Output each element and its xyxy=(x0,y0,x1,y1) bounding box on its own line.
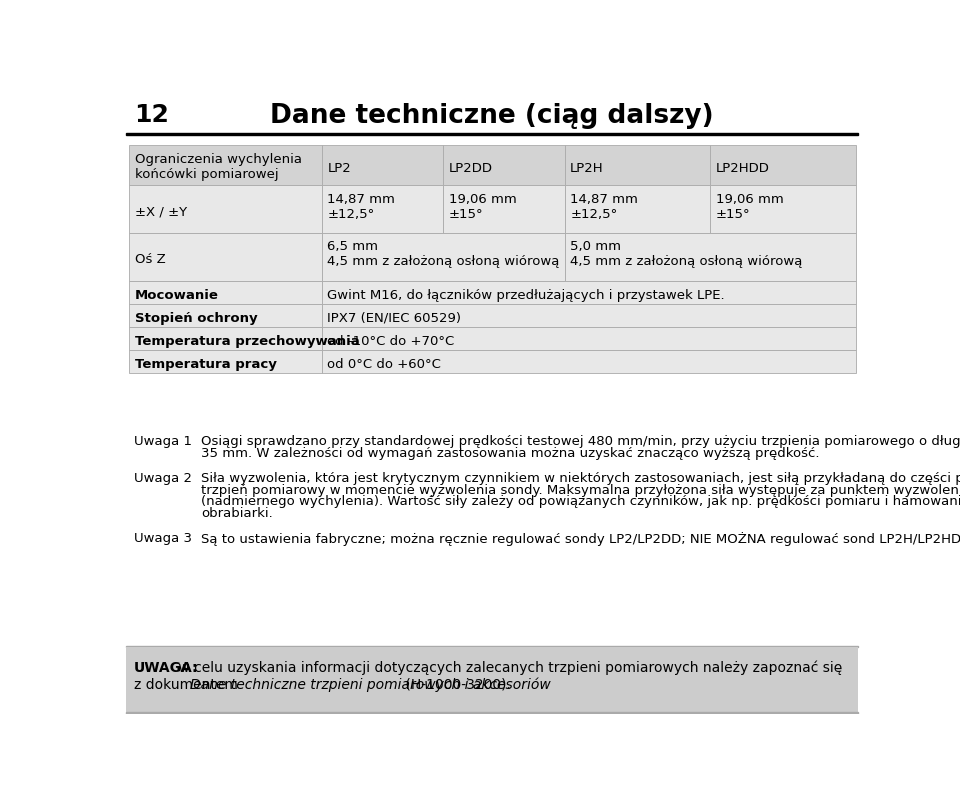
Text: IPX7 (EN/IEC 60529): IPX7 (EN/IEC 60529) xyxy=(327,311,462,325)
Text: Temperatura pracy: Temperatura pracy xyxy=(134,358,276,371)
Text: w celu uzyskania informacji dotyczących zalecanych trzpieni pomiarowych należy z: w celu uzyskania informacji dotyczących … xyxy=(175,660,843,674)
Text: UWAGA:: UWAGA: xyxy=(134,660,199,674)
Bar xyxy=(322,350,856,374)
Text: 35 mm. W zależności od wymagań zastosowania można uzyskać znacząco wyższą prędko: 35 mm. W zależności od wymagań zastosowa… xyxy=(202,446,820,459)
Text: Mocowanie: Mocowanie xyxy=(134,289,219,302)
Text: Uwaga 2: Uwaga 2 xyxy=(134,472,192,484)
Text: od -10°C do +70°C: od -10°C do +70°C xyxy=(327,334,455,347)
Bar xyxy=(130,328,322,350)
Text: Gwint M16, do łączników przedłużających i przystawek LPE.: Gwint M16, do łączników przedłużających … xyxy=(327,289,725,302)
Text: Osiągi sprawdzano przy standardowej prędkości testowej 480 mm/min, przy użyciu t: Osiągi sprawdzano przy standardowej pręd… xyxy=(202,435,960,448)
Text: obrabiarki.: obrabiarki. xyxy=(202,506,274,519)
Bar xyxy=(564,186,710,234)
Bar xyxy=(322,282,856,305)
Bar xyxy=(130,350,322,374)
Bar xyxy=(444,146,564,186)
Bar xyxy=(564,146,710,186)
Text: 5,0 mm
4,5 mm z założoną osłoną wiórową: 5,0 mm 4,5 mm z założoną osłoną wiórową xyxy=(570,240,803,268)
Bar xyxy=(444,186,564,234)
Text: 14,87 mm
±12,5°: 14,87 mm ±12,5° xyxy=(570,192,638,221)
Text: Stopień ochrony: Stopień ochrony xyxy=(134,311,257,325)
Bar xyxy=(322,328,856,350)
Bar xyxy=(130,305,322,328)
Bar xyxy=(322,146,444,186)
Text: (H-1000-3200).: (H-1000-3200). xyxy=(400,677,511,691)
Text: Temperatura przechowywania: Temperatura przechowywania xyxy=(134,334,359,347)
Bar xyxy=(322,234,564,282)
Bar xyxy=(130,282,322,305)
Bar xyxy=(126,648,858,714)
Bar xyxy=(130,146,322,186)
Bar xyxy=(710,186,856,234)
Text: 14,87 mm
±12,5°: 14,87 mm ±12,5° xyxy=(327,192,396,221)
Bar xyxy=(322,305,856,328)
Text: (nadmiernego wychylenia). Wartość siły zależy od powiązanych czynników, jak np. : (nadmiernego wychylenia). Wartość siły z… xyxy=(202,495,960,508)
Text: LP2HDD: LP2HDD xyxy=(715,162,769,175)
Text: LP2H: LP2H xyxy=(570,162,604,175)
Text: od 0°C do +60°C: od 0°C do +60°C xyxy=(327,358,442,371)
Bar xyxy=(710,146,856,186)
Text: z dokumentem: z dokumentem xyxy=(134,677,242,691)
Text: Uwaga 1: Uwaga 1 xyxy=(134,435,192,448)
Text: Dane techniczne trzpieni pomiarowych i akcesoriów: Dane techniczne trzpieni pomiarowych i a… xyxy=(190,677,551,691)
Bar xyxy=(126,712,858,714)
Bar xyxy=(322,186,444,234)
Text: Ograniczenia wychylenia
końcówki pomiarowej: Ograniczenia wychylenia końcówki pomiaro… xyxy=(134,152,301,180)
Bar xyxy=(130,186,322,234)
Text: Dane techniczne (ciąg dalszy): Dane techniczne (ciąg dalszy) xyxy=(270,103,714,128)
Bar xyxy=(130,234,322,282)
Text: 6,5 mm
4,5 mm z założoną osłoną wiórową: 6,5 mm 4,5 mm z założoną osłoną wiórową xyxy=(327,240,560,268)
Bar xyxy=(564,234,856,282)
Text: Są to ustawienia fabryczne; można ręcznie regulować sondy LP2/LP2DD; NIE MOŻNA r: Są to ustawienia fabryczne; można ręczni… xyxy=(202,532,960,545)
Text: ±X / ±Y: ±X / ±Y xyxy=(134,205,187,218)
Text: trzpień pomiarowy w momencie wyzwolenia sondy. Maksymalna przyłożona siła występ: trzpień pomiarowy w momencie wyzwolenia … xyxy=(202,483,960,496)
Bar xyxy=(126,134,858,136)
Text: 19,06 mm
±15°: 19,06 mm ±15° xyxy=(448,192,516,221)
Text: Oś Z: Oś Z xyxy=(134,253,165,266)
Text: 12: 12 xyxy=(134,103,169,127)
Text: LP2DD: LP2DD xyxy=(448,162,492,175)
Text: LP2: LP2 xyxy=(327,162,351,175)
Text: Siła wyzwolenia, która jest krytycznym czynnikiem w niektórych zastosowaniach, j: Siła wyzwolenia, która jest krytycznym c… xyxy=(202,472,960,484)
Text: Uwaga 3: Uwaga 3 xyxy=(134,532,192,545)
Text: 19,06 mm
±15°: 19,06 mm ±15° xyxy=(715,192,783,221)
Bar xyxy=(126,646,858,648)
